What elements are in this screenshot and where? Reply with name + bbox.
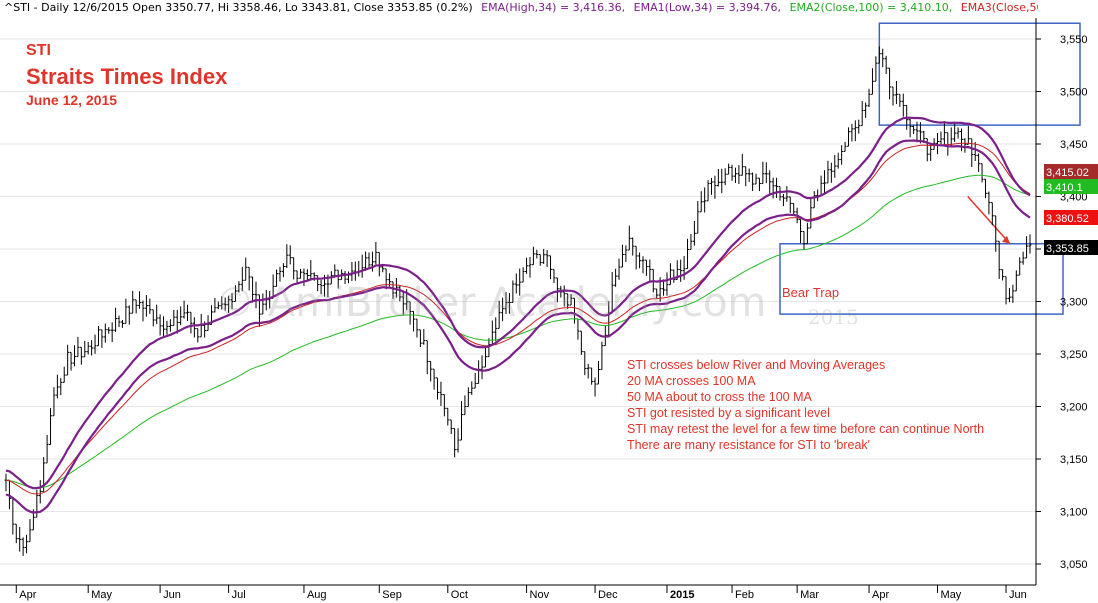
trend-arrow-head [1002, 235, 1010, 244]
x-tick-label: Sep [382, 589, 402, 601]
note-line: There are many resistance for STI to 'br… [627, 438, 871, 452]
ema-low-34-line [5, 139, 1031, 514]
x-tick-label: Aug [307, 589, 327, 601]
trend-arrow [967, 195, 1011, 245]
x-tick-label: Jun [1009, 589, 1027, 601]
bear-trap-label: Bear Trap [782, 285, 840, 300]
header-ema-high: EMA(High,34) = 3,416.36, [481, 1, 626, 14]
chart-grid [0, 38, 1036, 565]
chart-header: ^STI - Daily 12/6/2015 Open 3350.77, Hi … [4, 1, 1038, 14]
y-tick-label: 3,300 [1060, 297, 1088, 309]
x-tick-label: Jul [232, 589, 246, 601]
ema-lines [5, 116, 1031, 514]
last-value-badge [1044, 210, 1098, 225]
x-tick-label: Oct [451, 589, 468, 601]
x-tick-label: Apr [19, 589, 36, 601]
last-value-badge [1044, 240, 1098, 255]
y-tick-label: 3,500 [1060, 87, 1088, 99]
last-value-badge [1044, 179, 1098, 194]
note-line: STI got resisted by a significant level [627, 406, 830, 420]
y-tick-label: 3,100 [1060, 507, 1088, 519]
note-line: STI may retest the level for a few time … [627, 422, 985, 436]
ema-high-34-line [5, 116, 1031, 490]
last-value-label: 3,353.85 [1046, 243, 1089, 255]
x-tick-label: May [91, 589, 112, 601]
x-tick-label: Jun [163, 589, 181, 601]
x-tick-label: Nov [530, 589, 550, 601]
watermark-year: 2015 [808, 305, 859, 329]
title-index: Straits Times Index [26, 64, 228, 89]
header-symbol: ^STI - Daily 12/6/2015 Open 3350.77, Hi … [4, 1, 473, 14]
analysis-notes: STI crosses below River and Moving Avera… [627, 357, 984, 453]
y-tick-label: 3,050 [1060, 559, 1088, 571]
note-line: 50 MA about to cross the 100 MA [627, 390, 812, 404]
axes: 3,0503,1003,1503,2003,2503,3003,3503,400… [0, 18, 1088, 601]
x-tick-label: Feb [735, 589, 754, 601]
y-tick-label: 3,400 [1060, 192, 1088, 204]
bear-trap-box [779, 243, 1064, 315]
y-tick-label: 3,150 [1060, 454, 1088, 466]
header-ema-low: EMA1(Low,34) = 3,394.76, [633, 1, 782, 14]
annotation-boxes [779, 22, 1081, 315]
note-line: STI crosses below River and Moving Avera… [627, 358, 886, 372]
x-tick-label: Mar [800, 589, 819, 601]
header-ema-50: EMA3(Close,50) = 3,4 [960, 1, 1038, 14]
y-tick-label: 3,450 [1060, 139, 1088, 151]
resistance-box [878, 22, 1081, 126]
title-sti: STI [26, 42, 51, 59]
x-tick-label: Apr [872, 589, 889, 601]
note-line: 20 MA crosses 100 MA [627, 374, 756, 388]
x-tick-label: Dec [598, 589, 618, 601]
ohlc-bars [4, 46, 1032, 556]
last-value-label: 3,410.1 [1046, 182, 1083, 194]
y-tick-label: 3,250 [1060, 349, 1088, 361]
watermark: © AmiBroker Academy.com [215, 280, 767, 326]
x-tick-label: 2015 [670, 589, 694, 601]
y-tick-label: 3,200 [1060, 402, 1088, 414]
header-ema-100: EMA2(Close,100) = 3,410.10, [789, 1, 953, 14]
last-value-label: 3,415.02 [1046, 167, 1089, 179]
x-tick-label: May [941, 589, 962, 601]
y-tick-label: 3,550 [1060, 34, 1088, 46]
ema-close-100-line [5, 174, 1031, 489]
last-value-labels: 3,415.02 3,410.1 3,380.52 3,353.85 [1044, 164, 1098, 255]
last-value-label: 3,380.52 [1046, 213, 1089, 225]
ema-close-50-line [5, 142, 1031, 495]
last-value-badge [1044, 164, 1098, 179]
title-date: June 12, 2015 [26, 92, 118, 108]
